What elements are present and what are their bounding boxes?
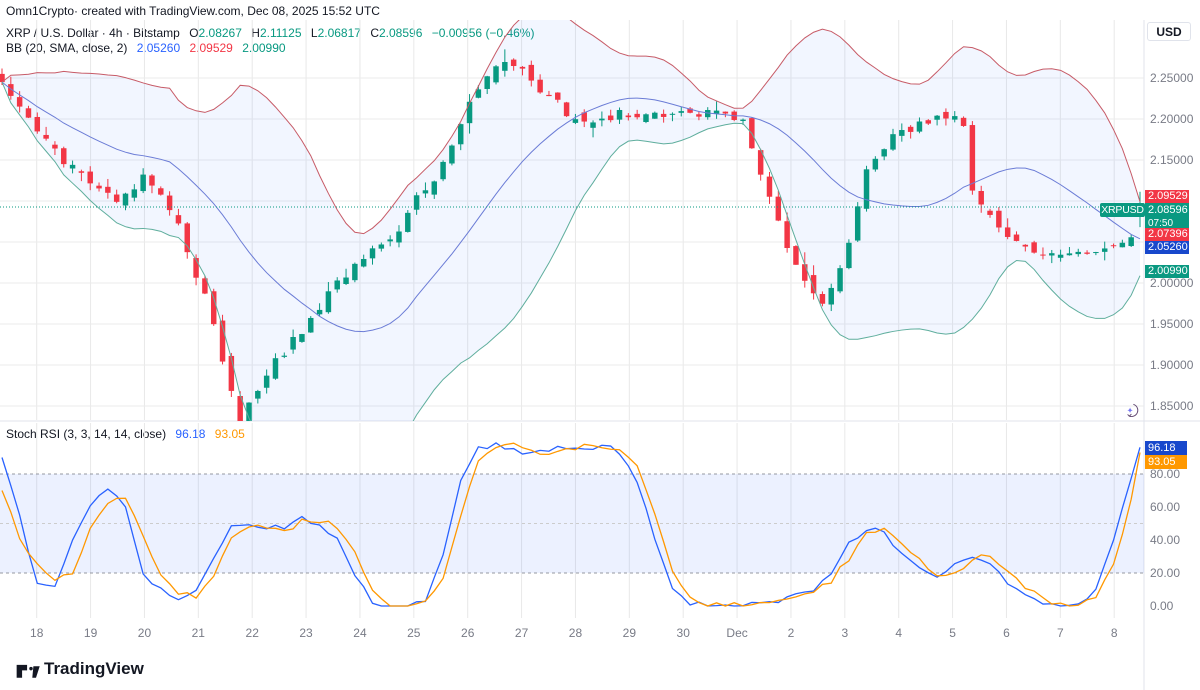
svg-text:4: 4 xyxy=(895,626,902,640)
svg-text:29: 29 xyxy=(623,626,637,640)
svg-text:21: 21 xyxy=(192,626,206,640)
svg-text:22: 22 xyxy=(246,626,260,640)
svg-text:2.20000: 2.20000 xyxy=(1150,112,1194,126)
svg-text:Dec: Dec xyxy=(726,626,747,640)
svg-text:80.00: 80.00 xyxy=(1150,467,1180,481)
svg-text:23: 23 xyxy=(299,626,313,640)
svg-text:30: 30 xyxy=(677,626,691,640)
svg-text:19: 19 xyxy=(84,626,98,640)
svg-text:8: 8 xyxy=(1111,626,1118,640)
svg-text:2.15000: 2.15000 xyxy=(1150,153,1194,167)
svg-text:1.90000: 1.90000 xyxy=(1150,358,1194,372)
svg-text:60.00: 60.00 xyxy=(1150,500,1180,514)
svg-text:26: 26 xyxy=(461,626,475,640)
svg-text:27: 27 xyxy=(515,626,529,640)
svg-text:2.00000: 2.00000 xyxy=(1150,276,1194,290)
svg-text:40.00: 40.00 xyxy=(1150,533,1180,547)
svg-text:25: 25 xyxy=(407,626,421,640)
svg-text:20: 20 xyxy=(138,626,152,640)
svg-text:18: 18 xyxy=(30,626,44,640)
svg-text:6: 6 xyxy=(1003,626,1010,640)
svg-text:24: 24 xyxy=(353,626,367,640)
svg-text:2.25000: 2.25000 xyxy=(1150,71,1194,85)
svg-text:20.00: 20.00 xyxy=(1150,566,1180,580)
svg-text:1.95000: 1.95000 xyxy=(1150,317,1194,331)
svg-text:1.85000: 1.85000 xyxy=(1150,399,1194,413)
svg-text:7: 7 xyxy=(1057,626,1064,640)
svg-text:0.00: 0.00 xyxy=(1150,599,1174,613)
svg-text:28: 28 xyxy=(569,626,583,640)
svg-text:3: 3 xyxy=(841,626,848,640)
svg-text:5: 5 xyxy=(949,626,956,640)
svg-text:2: 2 xyxy=(788,626,795,640)
